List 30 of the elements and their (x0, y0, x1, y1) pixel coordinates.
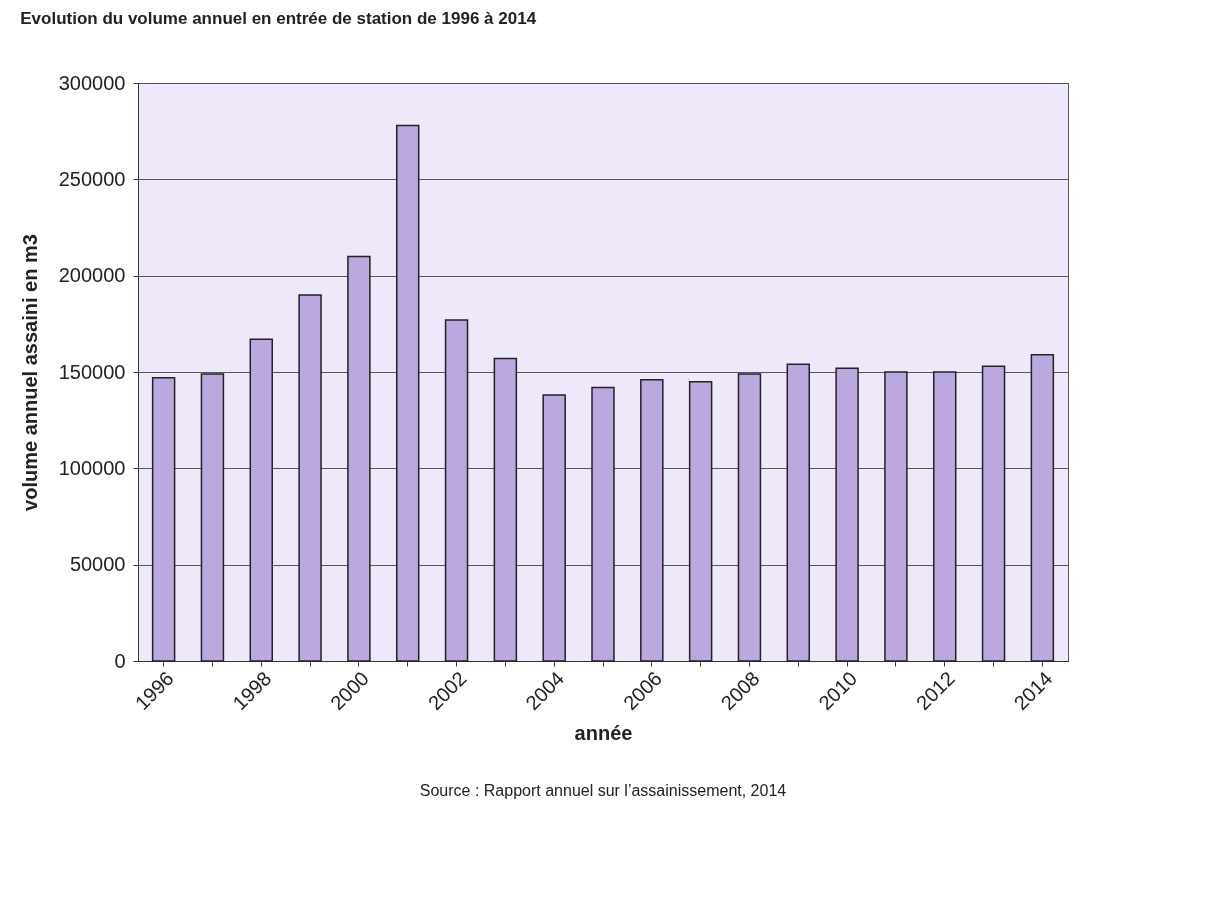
bar (591, 386, 615, 662)
chart-title: Evolution du volume annuel en entrée de station de 1996 à 2014 (20, 9, 537, 28)
bar (688, 380, 713, 662)
source-note: Source : Rapport annuel sur l’assainissement, 2014 (419, 782, 787, 799)
bar (444, 319, 469, 662)
bar (395, 124, 420, 662)
bar (737, 373, 762, 662)
bar (347, 255, 371, 662)
y-tick-label: 250000 (58, 167, 126, 190)
bar (1030, 353, 1055, 662)
bar (542, 394, 566, 662)
bar (933, 371, 957, 662)
bar (151, 377, 176, 662)
bar (884, 371, 908, 662)
y-tick-label: 150000 (58, 360, 126, 383)
bar (835, 367, 859, 662)
y-axis-title: volume annuel assaini en m3 (18, 234, 41, 511)
y-tick-label: 200000 (58, 264, 126, 287)
x-axis-title: année (574, 722, 633, 745)
bar (249, 338, 273, 662)
bar (640, 378, 664, 662)
bar (200, 373, 225, 662)
bar (493, 357, 518, 662)
bar (298, 294, 322, 662)
y-tick-label: 0 (114, 649, 126, 672)
y-tick-label: 300000 (58, 71, 126, 94)
bar (981, 365, 1006, 662)
y-tick-label: 50000 (69, 553, 126, 576)
y-tick-label: 100000 (58, 456, 126, 479)
bar (786, 363, 811, 662)
